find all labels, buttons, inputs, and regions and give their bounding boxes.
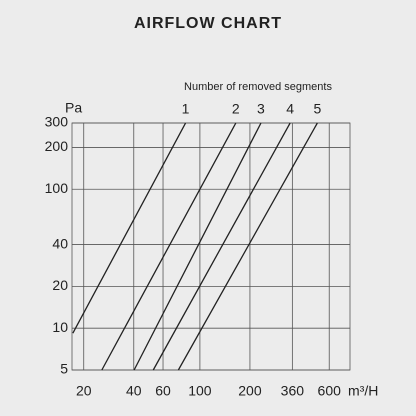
- series-line: [72, 122, 187, 334]
- series-line: [101, 122, 237, 371]
- x-tick-label: 100: [188, 383, 212, 399]
- chart-subtitle: Number of removed segments: [184, 81, 332, 93]
- series-label: 5: [313, 101, 321, 117]
- y-tick-label: 10: [52, 319, 68, 335]
- x-tick-label: 60: [155, 383, 171, 399]
- series-label: 3: [257, 101, 265, 117]
- x-tick-label: 360: [281, 383, 305, 399]
- y-axis-label: Pa: [65, 100, 82, 116]
- y-tick-label: 100: [45, 180, 69, 196]
- series-label: 4: [286, 101, 294, 117]
- series-label: 2: [232, 101, 240, 117]
- series-line: [152, 122, 291, 371]
- y-tick-label: 300: [45, 114, 69, 130]
- x-tick-label: 200: [238, 383, 262, 399]
- x-tick-label: 20: [76, 383, 92, 399]
- series-line: [133, 122, 262, 371]
- x-tick-label: 600: [318, 383, 342, 399]
- x-axis-label: m³/H: [348, 383, 378, 399]
- y-tick-label: 20: [52, 277, 68, 293]
- y-tick-label: 200: [45, 138, 69, 154]
- series-label: 1: [182, 101, 190, 117]
- y-tick-label: 40: [52, 235, 68, 251]
- series-line: [177, 122, 318, 371]
- chart-title: AIRFLOW CHART: [134, 15, 282, 32]
- y-tick-label: 5: [60, 361, 68, 377]
- x-tick-label: 40: [126, 383, 142, 399]
